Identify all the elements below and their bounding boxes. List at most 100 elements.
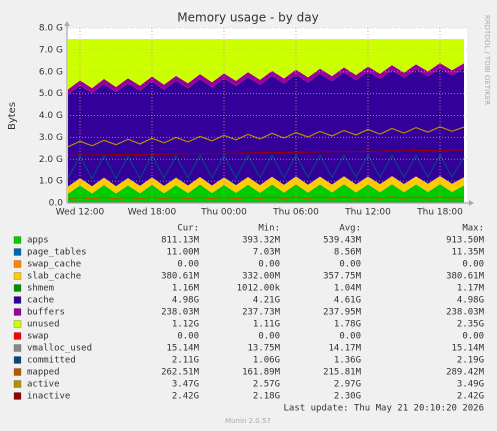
x-tick-label: Thu 18:00: [416, 208, 463, 218]
stat-value: 11.35M: [451, 248, 484, 258]
x-tick-label: Wed 12:00: [56, 208, 105, 218]
legend-label: page_tables: [27, 248, 87, 258]
stat-value: 11.00M: [166, 248, 199, 258]
stat-value: 393.32M: [242, 236, 281, 246]
legend-swatch: [13, 356, 22, 364]
stat-value: 2.35G: [457, 320, 484, 330]
stat-value: 0.00: [177, 332, 199, 342]
stat-value: 1.12G: [172, 320, 199, 330]
stat-value: 2.97G: [334, 380, 361, 390]
stat-value: 4.61G: [334, 296, 361, 306]
x-tick-label: Thu 12:00: [344, 208, 391, 218]
stat-value: 15.14M: [166, 344, 199, 354]
line: [67, 126, 465, 148]
legend-swatch: [13, 380, 22, 388]
stat-value: 0.00: [462, 260, 484, 270]
stat-value: 1.17M: [457, 284, 485, 294]
stat-value: 380.61M: [161, 272, 200, 282]
y-tick-label: 6.0 G: [39, 67, 63, 77]
legend-swatch: [13, 368, 22, 376]
legend-swatch: [13, 392, 22, 400]
legend-swatch: [13, 332, 22, 340]
stat-value: 3.49G: [457, 380, 484, 390]
stat-value: 2.42G: [457, 392, 484, 402]
stat-header: Avg:: [339, 224, 361, 234]
chart-title: Memory usage - by day: [177, 11, 318, 25]
area: [68, 184, 464, 194]
stat-value: 0.00: [258, 332, 280, 342]
legend-swatch: [13, 260, 22, 268]
area: [68, 176, 464, 194]
stat-value: 2.57G: [253, 380, 280, 390]
stat-value: 332.00M: [242, 272, 281, 282]
stat-value: 1.36G: [334, 356, 361, 366]
stat-header: Max:: [462, 224, 484, 234]
legend-label: unused: [27, 320, 60, 330]
stat-value: 380.61M: [446, 272, 485, 282]
stat-value: 913.50M: [446, 236, 485, 246]
legend-label: mapped: [27, 368, 60, 378]
side-note: RRDTOOL / TOBI OETIKER: [483, 15, 491, 105]
stat-value: 1.06G: [253, 356, 280, 366]
stat-value: 2.42G: [172, 392, 199, 402]
legend-swatch: [13, 284, 22, 292]
stat-value: 2.11G: [172, 356, 199, 366]
legend-swatch: [13, 272, 22, 280]
legend-label: swap: [27, 332, 49, 342]
legend-swatch: [13, 236, 22, 244]
area: [68, 62, 464, 95]
legend-label: cache: [27, 296, 54, 306]
last-update: Last update: Thu May 21 20:10:20 2026: [284, 404, 484, 414]
stat-value: 8.56M: [334, 248, 362, 258]
stat-value: 237.73M: [242, 308, 281, 318]
stat-value: 262.51M: [161, 368, 200, 378]
legend-label: vmalloc_used: [27, 344, 92, 354]
legend-label: slab_cache: [27, 272, 81, 282]
stat-value: 3.47G: [172, 380, 199, 390]
stat-header: Cur:: [177, 224, 199, 234]
y-tick-label: 4.0 G: [39, 111, 63, 121]
stat-value: 14.17M: [328, 344, 361, 354]
stat-value: 0.00: [339, 260, 361, 270]
line: [67, 196, 465, 200]
area: [68, 39, 464, 90]
stat-value: 0.00: [177, 260, 199, 270]
legend-swatch: [13, 344, 22, 352]
stat-value: 0.00: [462, 332, 484, 342]
stat-value: 238.03M: [161, 308, 200, 318]
x-tick-label: Wed 18:00: [128, 208, 177, 218]
stat-value: 161.89M: [242, 368, 281, 378]
stat-value: 1.16M: [172, 284, 200, 294]
stat-value: 215.81M: [323, 368, 362, 378]
stat-value: 539.43M: [323, 236, 362, 246]
footer: Munin 2.0.57: [225, 417, 271, 425]
line: [67, 149, 464, 156]
x-tick-label: Thu 06:00: [272, 208, 319, 218]
stat-value: 0.00: [258, 260, 280, 270]
stat-value: 15.14M: [451, 344, 484, 354]
y-tick-label: 3.0 G: [39, 133, 63, 143]
legend-label: buffers: [27, 308, 65, 318]
x-tick-label: Thu 00:00: [200, 208, 247, 218]
stat-value: 7.03M: [253, 248, 281, 258]
legend-label: shmem: [27, 284, 54, 294]
line: [67, 153, 465, 180]
y-tick-label: 1.0 G: [39, 177, 63, 187]
legend-label: inactive: [27, 392, 70, 402]
stat-value: 4.98G: [457, 296, 484, 306]
y-tick-label: 7.0 G: [39, 45, 63, 55]
y-tick-label: 0.0: [49, 199, 64, 209]
legend-label: active: [27, 380, 60, 390]
stat-value: 357.75M: [323, 272, 362, 282]
legend-swatch: [13, 248, 22, 256]
stat-value: 2.19G: [457, 356, 484, 366]
stat-value: 1.04M: [334, 284, 362, 294]
stat-value: 811.13M: [161, 236, 200, 246]
stat-value: 4.98G: [172, 296, 199, 306]
stat-value: 0.00: [339, 332, 361, 342]
y-axis-arrow: [64, 21, 70, 26]
stat-value: 1.11G: [253, 320, 280, 330]
stat-value: 238.03M: [446, 308, 485, 318]
legend-label: apps: [27, 236, 49, 246]
